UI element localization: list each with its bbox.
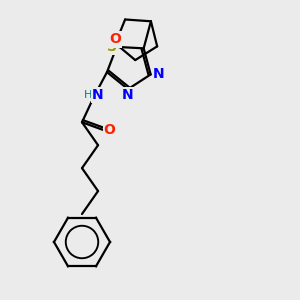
- Text: N: N: [122, 88, 134, 102]
- Text: O: O: [104, 123, 116, 137]
- Text: O: O: [110, 32, 122, 46]
- Text: N: N: [153, 68, 164, 81]
- Text: H: H: [84, 90, 92, 100]
- Text: S: S: [107, 40, 117, 54]
- Text: N: N: [92, 88, 103, 102]
